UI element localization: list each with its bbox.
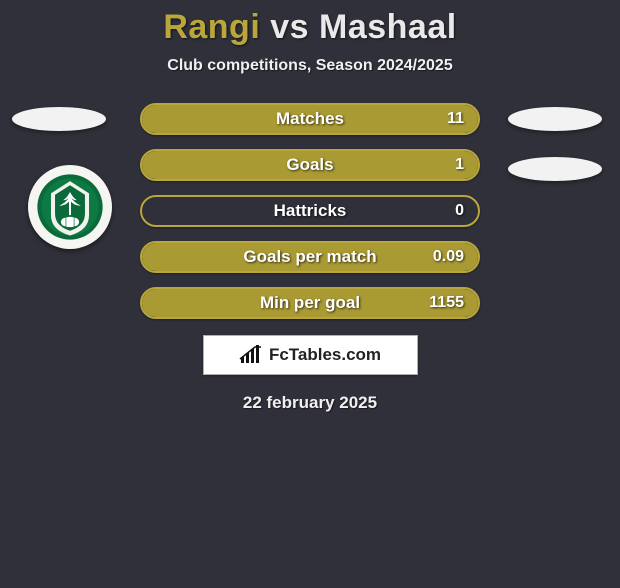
stat-row: Min per goal1155: [140, 287, 480, 319]
vs-text: vs: [270, 8, 309, 46]
comparison-panel: Matches11 Goals1 Hattricks0 Goals per match…: [0, 103, 620, 319]
subtitle: Club competitions, Season 2024/2025: [0, 57, 620, 75]
stat-value: 1: [455, 151, 464, 179]
stat-value: 1155: [429, 289, 464, 317]
brand-text: FcTables.com: [269, 345, 381, 365]
player1-name: Rangi: [163, 8, 260, 46]
player1-placeholder-icon: [12, 107, 106, 131]
player2-club-placeholder-icon: [508, 157, 602, 181]
stat-row: Hattricks0: [140, 195, 480, 227]
date-text: 22 february 2025: [0, 393, 620, 413]
stat-label: Goals: [142, 151, 478, 179]
stat-row: Goals per match0.09: [140, 241, 480, 273]
stat-value: 0: [455, 197, 464, 225]
page-title: Rangi vs Mashaal: [0, 8, 620, 47]
stat-label: Min per goal: [142, 289, 478, 317]
player2-name: Mashaal: [319, 8, 457, 46]
stat-value: 11: [447, 105, 464, 133]
player2-placeholder-icon: [508, 107, 602, 131]
stat-label: Hattricks: [142, 197, 478, 225]
stat-bars: Matches11 Goals1 Hattricks0 Goals per match…: [140, 103, 480, 319]
stat-label: Goals per match: [142, 243, 478, 271]
stat-row: Goals1: [140, 149, 480, 181]
stat-value: 0.09: [433, 243, 464, 271]
club-crest-icon: [36, 173, 104, 241]
bar-chart-icon: [239, 345, 263, 365]
brand-link[interactable]: FcTables.com: [203, 335, 418, 375]
stat-label: Matches: [142, 105, 478, 133]
player1-club-crest: [28, 165, 112, 249]
stat-row: Matches11: [140, 103, 480, 135]
